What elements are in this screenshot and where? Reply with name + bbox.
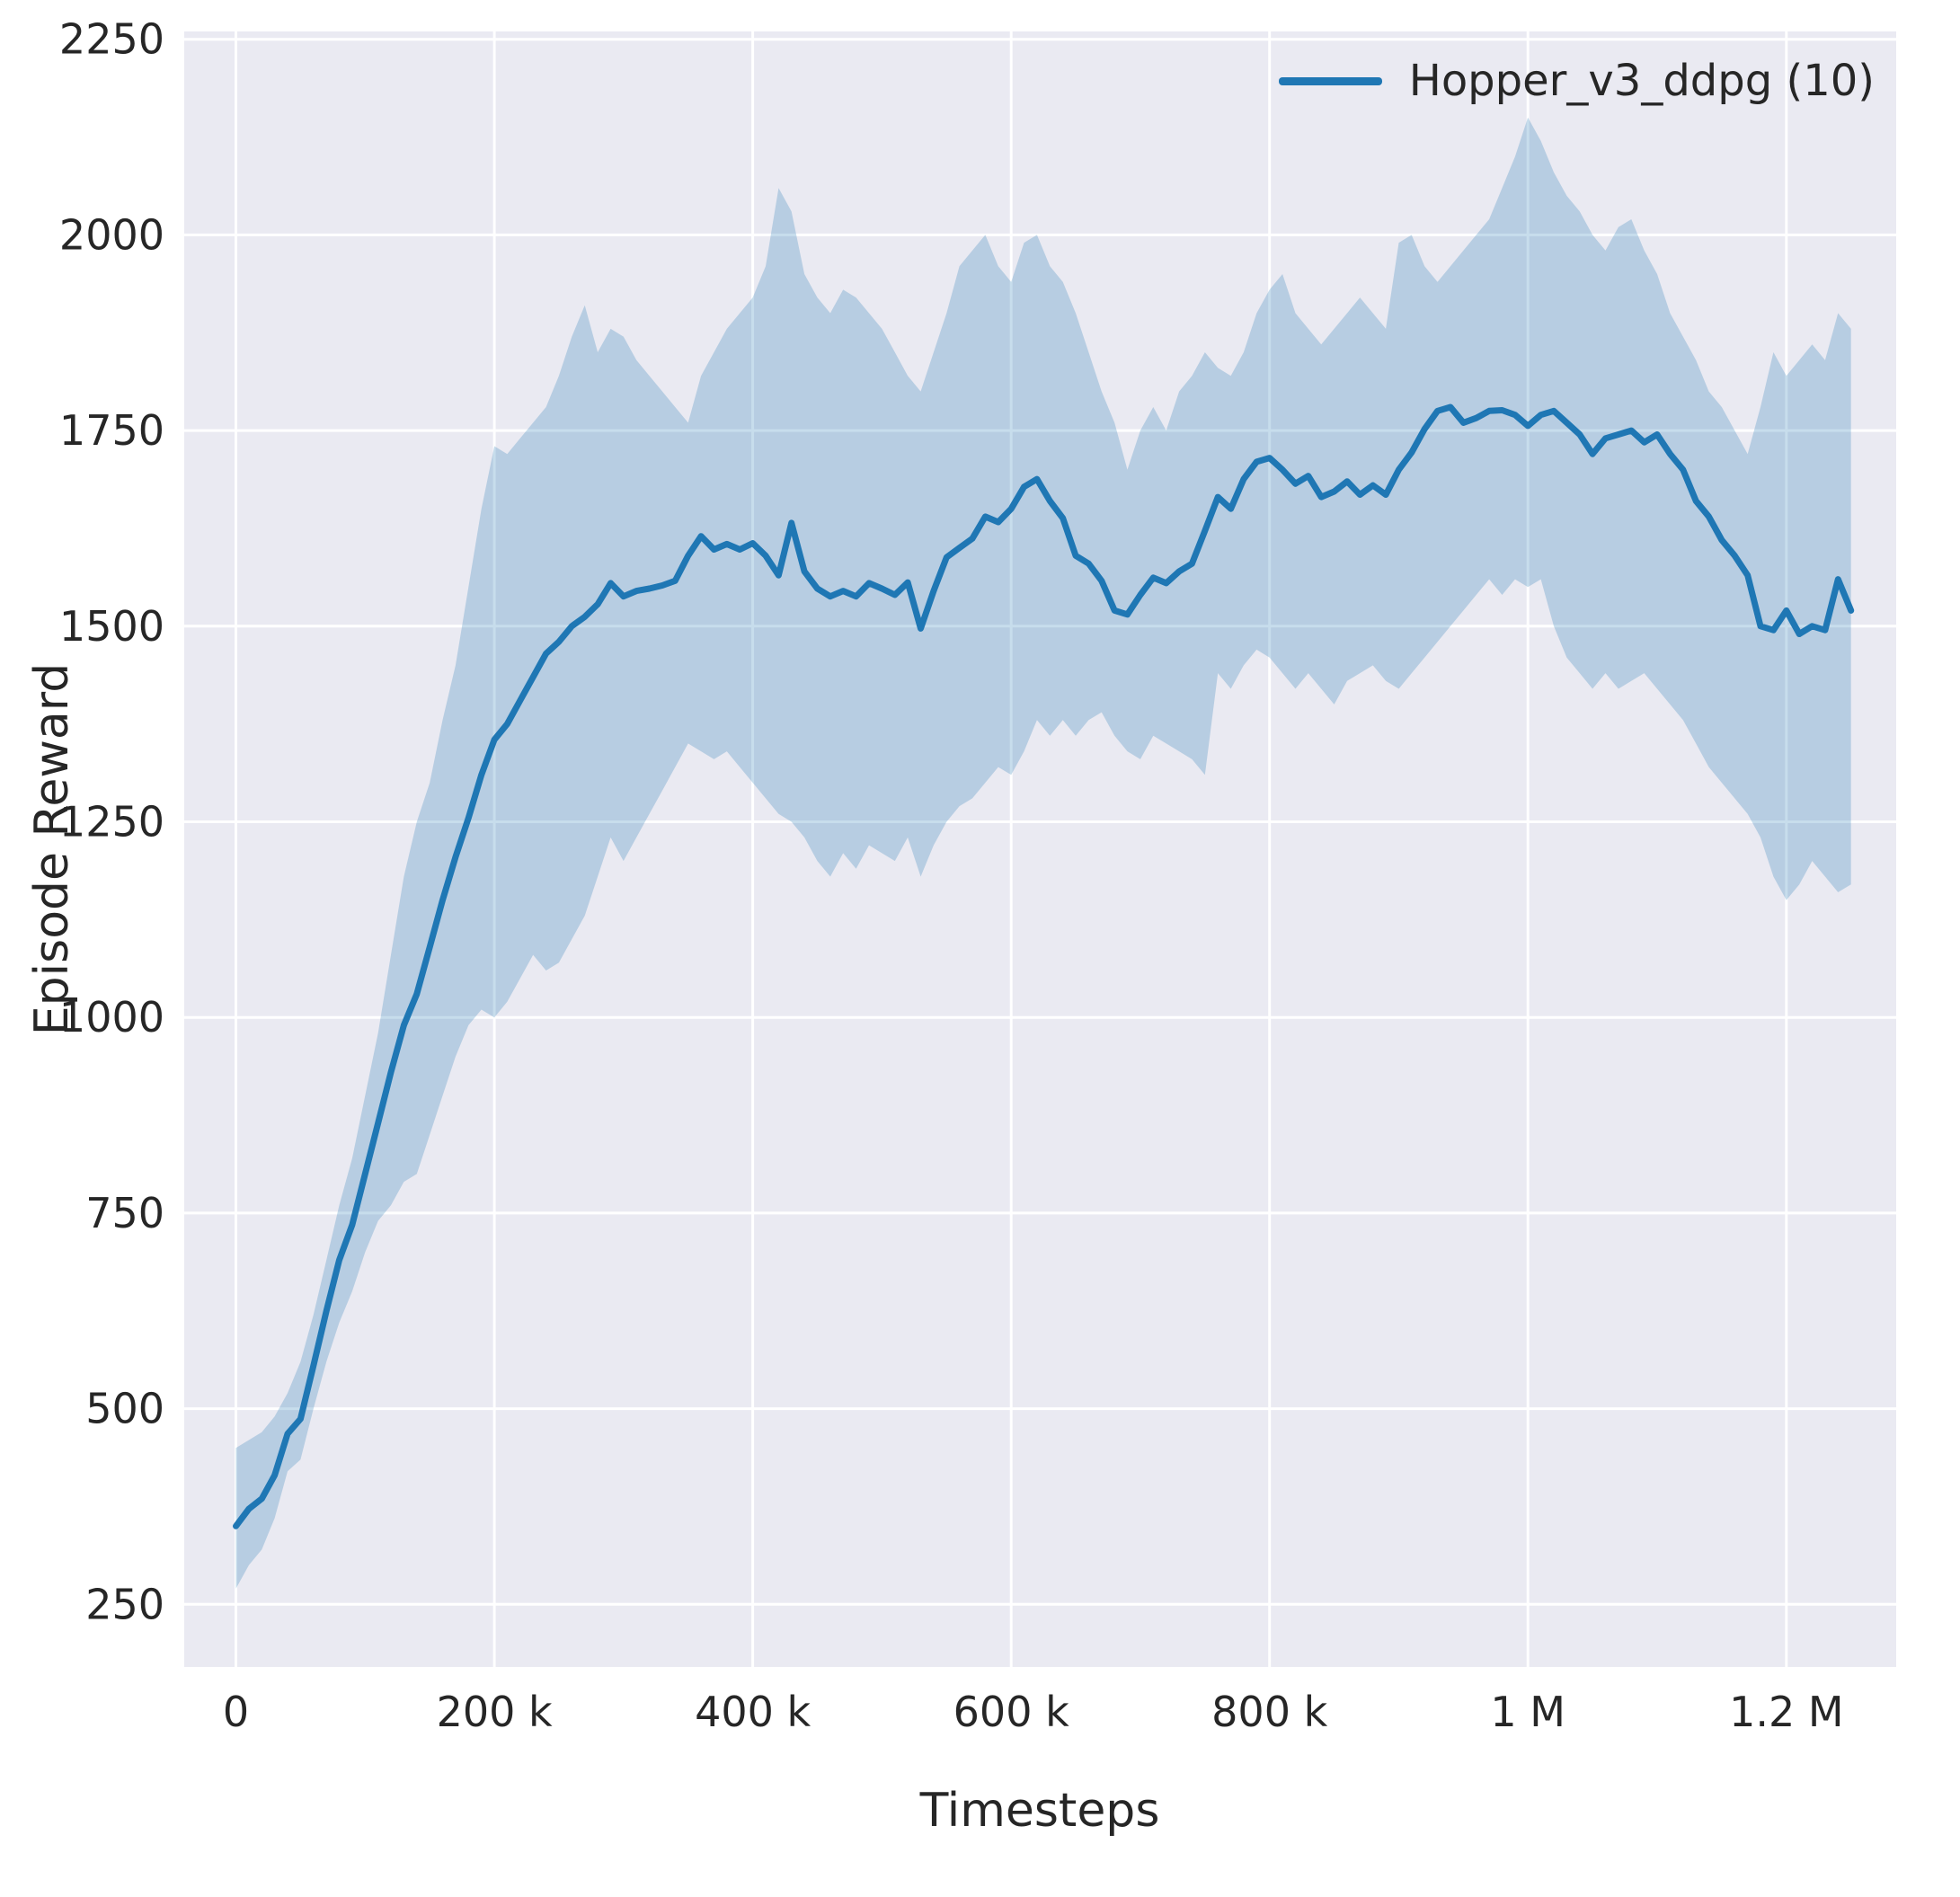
x-tick-label: 1.2 M	[1729, 1688, 1843, 1736]
y-tick-label: 2250	[59, 15, 164, 64]
legend: Hopper_v3_ddpg (10)	[1278, 56, 1875, 106]
mean-line	[233, 403, 1855, 1529]
x-axis-label: Timesteps	[919, 1784, 1160, 1838]
axes-background	[184, 31, 1896, 1667]
y-tick-label: 250	[85, 1580, 164, 1628]
confidence-band	[235, 117, 1851, 1589]
legend-label: Hopper_v3_ddpg (10)	[1408, 56, 1875, 106]
y-tick-label: 500	[85, 1385, 164, 1433]
y-tick-label: 2000	[59, 210, 164, 259]
x-tick-label: 200 k	[437, 1688, 553, 1736]
y-tick-label: 750	[85, 1189, 164, 1237]
y-tick-label: 1750	[59, 406, 164, 455]
y-tick-label: 1000	[59, 993, 164, 1042]
x-tick-label: 400 k	[695, 1688, 811, 1736]
y-tick-label: 1250	[59, 798, 164, 847]
y-axis-label: Episode Reward	[25, 662, 79, 1036]
x-tick-label: 0	[223, 1688, 249, 1736]
legend-line-swatch	[1278, 76, 1382, 85]
y-tick-label: 1500	[59, 602, 164, 651]
x-tick-label: 600 k	[953, 1688, 1069, 1736]
x-tick-label: 1 M	[1490, 1688, 1565, 1736]
x-tick-label: 800 k	[1211, 1688, 1327, 1736]
